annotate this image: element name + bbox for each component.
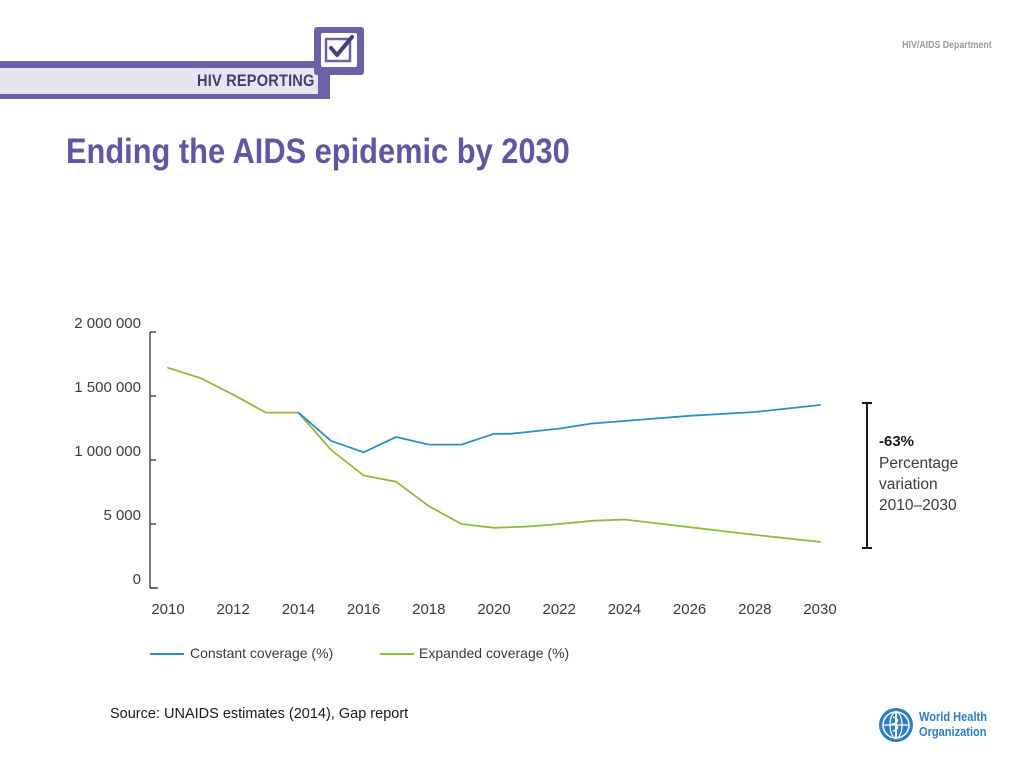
header-banner-strip: [0, 68, 318, 94]
y-tick-label: 1 000 000: [74, 443, 141, 460]
series-line-expanded-coverage: [167, 366, 821, 543]
banner-title: HIV REPORTING: [197, 71, 315, 90]
who-wordmark-line-1: World Health: [919, 709, 987, 724]
slide-title: Ending the AIDS epidemic by 2030: [66, 132, 570, 171]
variation-annotation: -63% Percentage variation 2010–2030: [862, 402, 958, 549]
y-tick-label: 1 500 000: [74, 379, 141, 396]
annotation-line-3: 2010–2030: [879, 497, 957, 514]
y-tick-label: 0: [133, 571, 141, 588]
y-tick-label: 2 000 000: [74, 315, 141, 332]
annotation-line-2: variation: [879, 476, 938, 493]
y-tick-label: 5 000: [103, 507, 141, 524]
x-tick-label: 2030: [803, 601, 836, 618]
who-wordmark-line-2: Organization: [919, 724, 987, 739]
source-note: Source: UNAIDS estimates (2014), Gap rep…: [110, 706, 409, 722]
x-tick-label: 2028: [738, 601, 771, 618]
x-tick-label: 2022: [543, 601, 576, 618]
x-tick-label: 2010: [151, 601, 184, 618]
who-logo: World Health Organization: [879, 706, 999, 746]
x-axis: 2010 2012 2014 2016 2018 2020 2022 2024 2026 2028…: [150, 587, 837, 618]
annotation-value: -63%: [879, 433, 914, 450]
x-tick-label: 2024: [608, 601, 641, 618]
x-tick-label: 2020: [477, 601, 510, 618]
who-wordmark: World Health Organization: [919, 709, 987, 739]
checkbox-icon: [314, 27, 364, 75]
x-tick-label: 2026: [673, 601, 706, 618]
x-tick-label: 2018: [412, 601, 445, 618]
who-emblem-icon: [879, 708, 913, 742]
series-line-constant-coverage: [297, 404, 821, 454]
annotation-line-1: Percentage: [879, 455, 958, 472]
department-label: HIV/AIDS Department: [902, 40, 992, 51]
y-axis: 0 5 000 1 000 000 1 500 000 2 000 000: [74, 315, 156, 589]
legend-label-constant: Constant coverage (%): [190, 645, 333, 661]
legend: Constant coverage (%) Expanded coverage …: [150, 645, 569, 661]
series-lines: [167, 366, 821, 543]
x-tick-label: 2016: [347, 601, 380, 618]
legend-label-expanded: Expanded coverage (%): [419, 645, 569, 661]
x-tick-label: 2012: [217, 601, 250, 618]
x-tick-label: 2014: [282, 601, 315, 618]
